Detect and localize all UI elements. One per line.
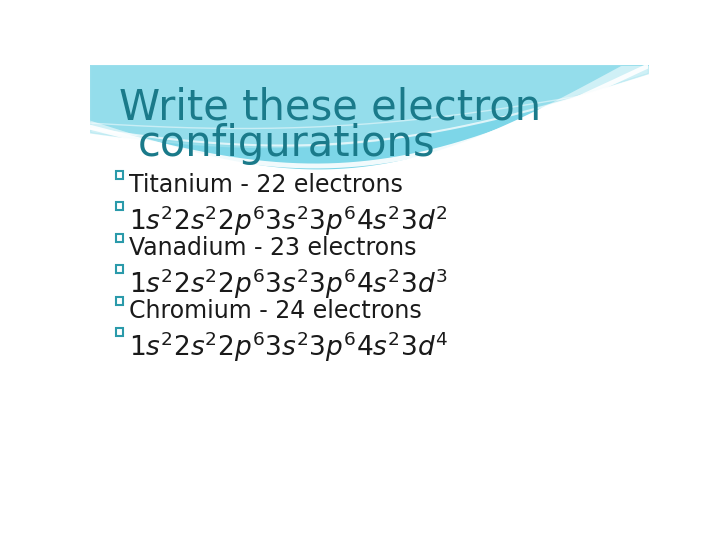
Text: Vanadium - 23 electrons: Vanadium - 23 electrons [129, 236, 416, 260]
Text: configurations: configurations [138, 123, 436, 165]
Text: Chromium - 24 electrons: Chromium - 24 electrons [129, 299, 421, 323]
Text: Titanium - 22 electrons: Titanium - 22 electrons [129, 173, 402, 197]
Text: $1s^{2}2s^{2}2p^{6}3s^{2}3p^{6}4s^{2}3d^{3}$: $1s^{2}2s^{2}2p^{6}3s^{2}3p^{6}4s^{2}3d^… [129, 267, 448, 301]
Text: Write these electron: Write these electron [120, 86, 541, 129]
Text: $1s^{2}2s^{2}2p^{6}3s^{2}3p^{6}4s^{2}3d^{2}$: $1s^{2}2s^{2}2p^{6}3s^{2}3p^{6}4s^{2}3d^… [129, 204, 448, 238]
Text: $1s^{2}2s^{2}2p^{6}3s^{2}3p^{6}4s^{2}3d^{4}$: $1s^{2}2s^{2}2p^{6}3s^{2}3p^{6}4s^{2}3d^… [129, 330, 449, 364]
